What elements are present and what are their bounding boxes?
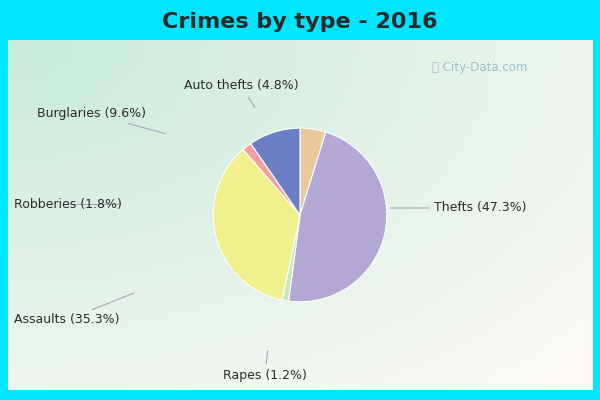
Wedge shape: [251, 128, 300, 215]
Wedge shape: [243, 144, 300, 215]
Text: Thefts (47.3%): Thefts (47.3%): [391, 202, 527, 214]
Text: ⓘ City-Data.com: ⓘ City-Data.com: [433, 62, 527, 74]
Wedge shape: [289, 132, 387, 302]
Wedge shape: [300, 128, 326, 215]
Text: Assaults (35.3%): Assaults (35.3%): [14, 293, 134, 326]
Text: Robberies (1.8%): Robberies (1.8%): [14, 198, 122, 211]
Wedge shape: [282, 215, 300, 301]
Text: Auto thefts (4.8%): Auto thefts (4.8%): [184, 79, 299, 108]
Text: Rapes (1.2%): Rapes (1.2%): [223, 351, 307, 382]
Wedge shape: [213, 150, 300, 300]
Text: Crimes by type - 2016: Crimes by type - 2016: [162, 12, 438, 32]
Text: Burglaries (9.6%): Burglaries (9.6%): [37, 107, 166, 134]
